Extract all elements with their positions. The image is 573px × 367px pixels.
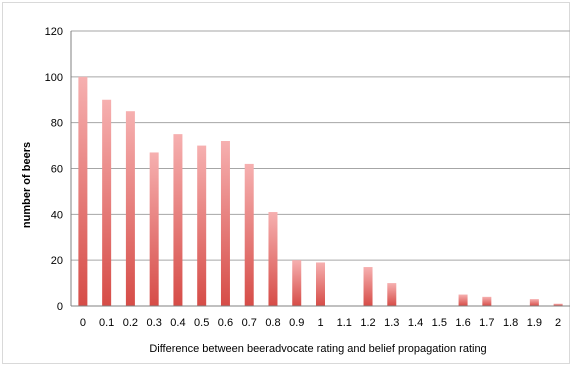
- x-tick-label: 1.4: [408, 317, 423, 329]
- x-tick-label: 1.6: [455, 317, 470, 329]
- x-tick-label: 0.1: [99, 317, 114, 329]
- x-tick-label: 0.5: [194, 317, 209, 329]
- bar-0.6: [220, 141, 230, 306]
- bar-2: [553, 303, 563, 306]
- bar-0.3: [149, 152, 159, 306]
- x-tick-label: 0.3: [147, 317, 162, 329]
- y-tick-label: 120: [45, 26, 63, 38]
- bar-0.2: [125, 111, 135, 306]
- bar-1.3: [387, 283, 397, 306]
- y-tick-label: 100: [45, 72, 63, 84]
- x-tick-label: 0.2: [123, 317, 138, 329]
- chart-frame: [2, 2, 570, 364]
- bar-1.7: [482, 296, 492, 306]
- bar-1.6: [458, 294, 468, 306]
- y-axis-label: number of beers: [21, 142, 33, 228]
- x-tick-label: 0: [80, 317, 86, 329]
- x-tick-label: 0.7: [242, 317, 257, 329]
- y-tick-label: 40: [51, 209, 63, 221]
- bar-1.9: [529, 299, 539, 306]
- bar-0.4: [173, 134, 183, 306]
- x-tick-label: 1.9: [527, 317, 542, 329]
- y-tick-label: 80: [51, 118, 63, 130]
- gridlines: [71, 30, 570, 261]
- x-tick-label: 1.2: [360, 317, 375, 329]
- bars: [78, 76, 563, 306]
- x-tick-label: 1.7: [479, 317, 494, 329]
- bar-0.8: [268, 212, 278, 306]
- y-tick-labels: 0 20 40 60 80 100 120: [45, 26, 63, 313]
- x-tick-label: 0.8: [265, 317, 280, 329]
- axes: [70, 31, 570, 307]
- y-tick-label: 60: [51, 164, 63, 176]
- bar-0.9: [292, 260, 302, 306]
- x-tick-label: 1.8: [503, 317, 518, 329]
- x-tick-label: 0.4: [170, 317, 185, 329]
- bar-1.2: [363, 267, 373, 306]
- x-tick-label: 1: [317, 317, 323, 329]
- x-axis-label: Difference between beeradvocate rating a…: [149, 343, 486, 355]
- x-tick-label: 1.1: [337, 317, 352, 329]
- x-tick-label: 0.6: [218, 317, 233, 329]
- bar-0: [78, 76, 88, 306]
- y-tick-label: 20: [51, 255, 63, 267]
- x-tick-label: 1.3: [384, 317, 399, 329]
- bar-0.7: [244, 163, 254, 306]
- x-tick-label: 1.5: [432, 317, 447, 329]
- x-tick-labels: 0 0.1 0.2 0.3 0.4 0.5 0.6 0.7 0.8 0.9 1 1.1 1.2 1.3 1.…: [80, 317, 561, 329]
- x-tick-label: 0.9: [289, 317, 304, 329]
- bar-0.1: [102, 99, 112, 306]
- bar-0.5: [197, 145, 207, 306]
- y-tick-label: 0: [57, 301, 63, 313]
- x-tick-label: 2: [555, 317, 561, 329]
- bar-1: [316, 262, 325, 306]
